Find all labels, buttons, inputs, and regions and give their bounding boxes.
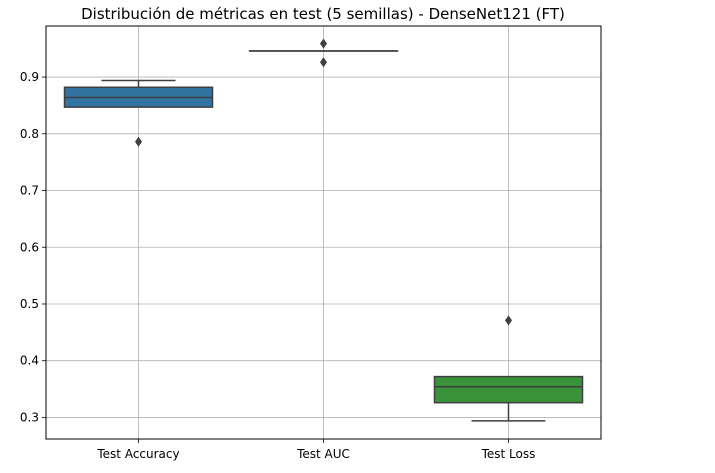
box-group [433,315,584,422]
y-tick-label: 0.7 [20,184,39,198]
box-group [63,79,214,147]
y-tick-label: 0.6 [20,240,39,254]
outlier-point [505,315,512,326]
y-tick-label: 0.8 [20,127,39,141]
outlier-point [320,38,327,49]
axes: 0.3 0.4 0.5 0.6 0.7 0.8 0.9 Test Accuracy Test A… [20,25,602,461]
y-tick-label: 0.5 [20,297,39,311]
y-tick-label: 0.3 [20,410,39,424]
grid-lines [46,26,601,439]
box-body [433,375,584,404]
box-group [248,38,399,68]
y-tick-label: 0.4 [20,354,39,368]
plot-frame [45,25,602,440]
box-layer [63,38,584,422]
x-tick-label: Test Loss [481,447,536,461]
x-tick-label: Test Accuracy [96,447,179,461]
chart-title: Distribución de métricas en test (5 semi… [81,5,565,23]
y-tick-label: 0.9 [20,70,39,84]
x-tick-label: Test AUC [296,447,350,461]
outlier-point [135,136,142,147]
outlier-point [320,57,327,68]
